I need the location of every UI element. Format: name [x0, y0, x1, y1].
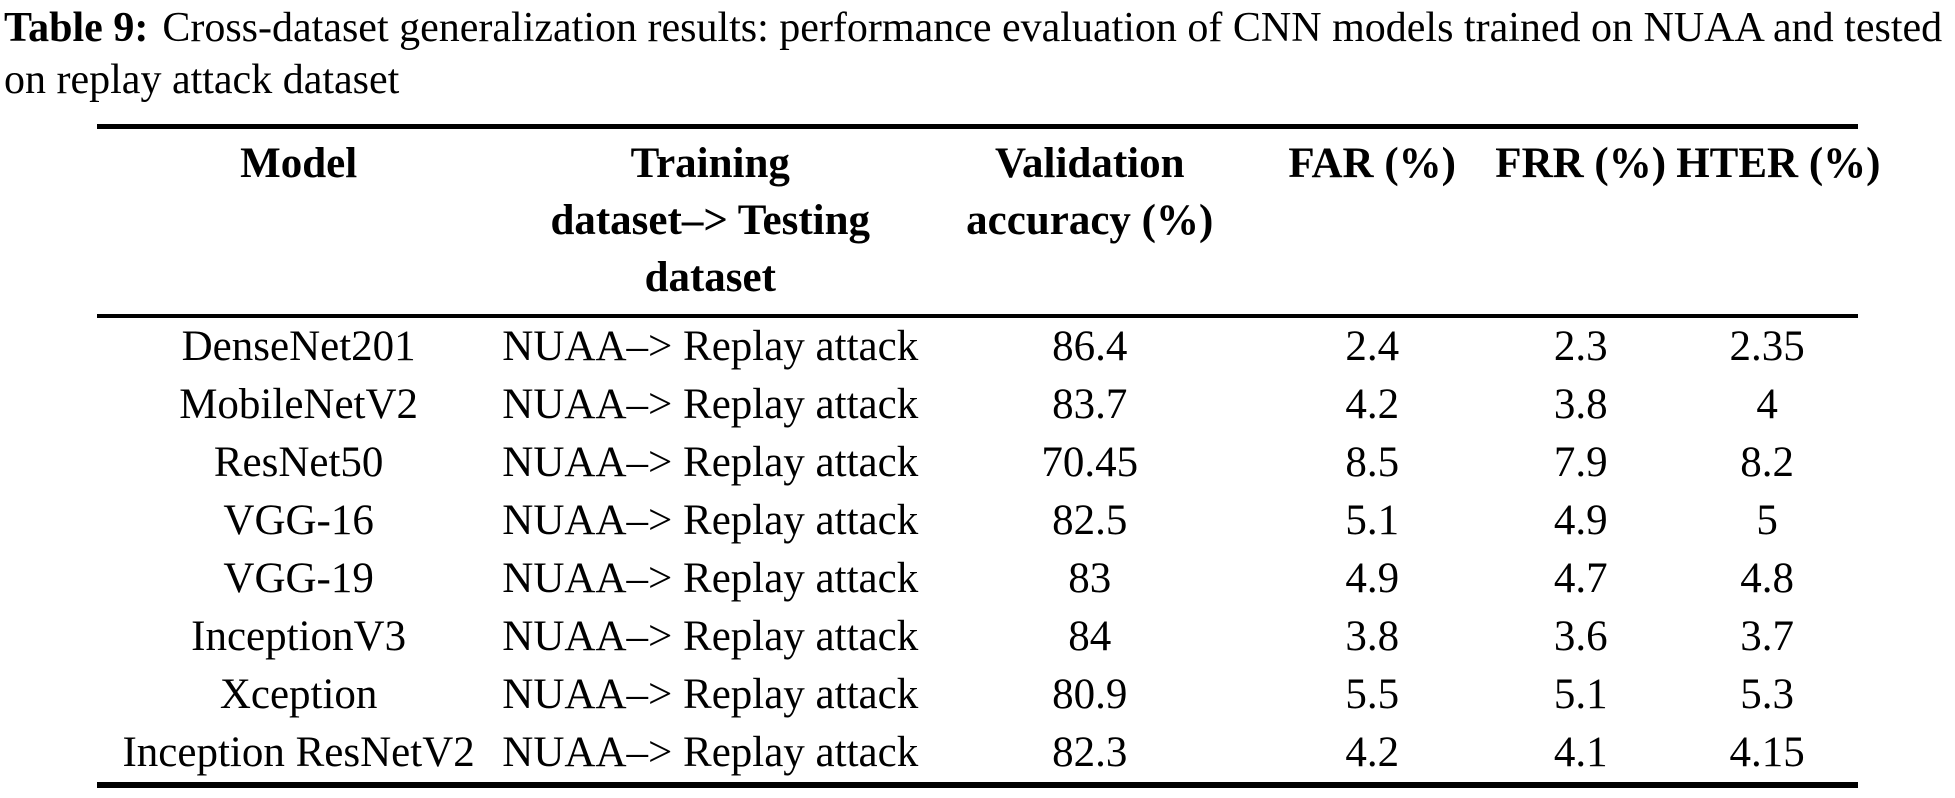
- cell-hter: 8.2: [1740, 439, 1794, 486]
- cell-train-test: NUAA–> Replay attack: [502, 729, 919, 776]
- cell-far: 8.5: [1345, 439, 1400, 486]
- cell-far: 3.8: [1345, 613, 1400, 660]
- table-row: Xception NUAA–> Replay attack 80.9 5.5 5…: [97, 666, 1858, 724]
- cell-train-test: NUAA–> Replay attack: [502, 497, 919, 544]
- cell-frr: 5.1: [1553, 671, 1608, 718]
- column-header-val-acc: Validation accuracy (%): [966, 140, 1214, 244]
- table-row: Inception ResNetV2 NUAA–> Replay attack …: [97, 724, 1858, 785]
- table-caption-label: Table 9:: [4, 5, 149, 51]
- table-row: DenseNet201 NUAA–> Replay attack 86.4 2.…: [97, 316, 1858, 376]
- cell-hter: 5.3: [1740, 671, 1794, 718]
- cell-hter: 4: [1756, 381, 1778, 428]
- cell-hter: 5: [1756, 497, 1778, 544]
- table-row: InceptionV3 NUAA–> Replay attack 84 3.8 …: [97, 608, 1858, 666]
- cell-val-acc: 82.5: [1052, 497, 1128, 544]
- table-row: VGG-19 NUAA–> Replay attack 83 4.9 4.7 4…: [97, 550, 1858, 608]
- cell-far: 5.1: [1345, 497, 1400, 544]
- column-header-far: FAR (%): [1288, 140, 1456, 187]
- cell-far: 4.2: [1345, 729, 1400, 776]
- results-table: Model Training dataset–> Testing dataset…: [97, 124, 1881, 788]
- cell-model: Xception: [219, 671, 378, 718]
- cell-train-test: NUAA–> Replay attack: [502, 613, 919, 660]
- cell-frr: 3.8: [1553, 381, 1608, 428]
- table-caption-text: Cross-dataset generalization results: pe…: [4, 5, 1943, 103]
- cell-far: 4.9: [1345, 555, 1400, 602]
- cell-val-acc: 84: [1068, 613, 1112, 660]
- cell-hter: 4.15: [1729, 729, 1805, 776]
- table-caption: Table 9: Cross-dataset generalization res…: [4, 2, 1952, 106]
- cell-far: 5.5: [1345, 671, 1400, 718]
- cell-frr: 4.1: [1553, 729, 1608, 776]
- column-header-frr: FRR (%): [1495, 140, 1667, 187]
- cell-frr: 2.3: [1553, 323, 1608, 370]
- cell-far: 2.4: [1345, 323, 1400, 370]
- table-row: MobileNetV2 NUAA–> Replay attack 83.7 4.…: [97, 376, 1858, 434]
- table-row: VGG-16 NUAA–> Replay attack 82.5 5.1 4.9…: [97, 492, 1858, 550]
- cell-hter: 3.7: [1740, 613, 1794, 660]
- cell-train-test: NUAA–> Replay attack: [502, 671, 919, 718]
- cell-val-acc: 83.7: [1052, 381, 1128, 428]
- table-row: ResNet50 NUAA–> Replay attack 70.45 8.5 …: [97, 434, 1858, 492]
- cell-model: VGG-16: [223, 497, 374, 544]
- cell-hter: 2.35: [1729, 323, 1805, 370]
- cell-model: VGG-19: [223, 555, 374, 602]
- cell-train-test: NUAA–> Replay attack: [502, 323, 919, 370]
- cell-model: InceptionV3: [191, 613, 407, 660]
- cell-model: DenseNet201: [181, 323, 416, 370]
- results-table-container: Model Training dataset–> Testing dataset…: [97, 124, 1881, 788]
- cell-val-acc: 70.45: [1041, 439, 1139, 486]
- column-header-hter: HTER (%): [1676, 140, 1881, 187]
- cell-val-acc: 86.4: [1052, 323, 1128, 370]
- cell-model: Inception ResNetV2: [122, 729, 475, 776]
- cell-val-acc: 82.3: [1052, 729, 1128, 776]
- cell-train-test: NUAA–> Replay attack: [502, 381, 919, 428]
- cell-frr: 4.7: [1553, 555, 1608, 602]
- cell-frr: 7.9: [1553, 439, 1608, 486]
- cell-hter: 4.8: [1740, 555, 1794, 602]
- table-header: Model Training dataset–> Testing dataset…: [97, 127, 1881, 316]
- cell-train-test: NUAA–> Replay attack: [502, 439, 919, 486]
- cell-model: ResNet50: [213, 439, 384, 486]
- table-body: DenseNet201 NUAA–> Replay attack 86.4 2.…: [97, 316, 1858, 785]
- cell-frr: 3.6: [1553, 613, 1608, 660]
- column-header-train-test: Training dataset–> Testing dataset: [550, 140, 871, 301]
- cell-frr: 4.9: [1553, 497, 1608, 544]
- header-row: Model Training dataset–> Testing dataset…: [97, 127, 1881, 316]
- cell-val-acc: 83: [1068, 555, 1112, 602]
- cell-far: 4.2: [1345, 381, 1400, 428]
- cell-val-acc: 80.9: [1052, 671, 1128, 718]
- cell-model: MobileNetV2: [179, 381, 419, 428]
- cell-train-test: NUAA–> Replay attack: [502, 555, 919, 602]
- column-header-model: Model: [240, 140, 358, 187]
